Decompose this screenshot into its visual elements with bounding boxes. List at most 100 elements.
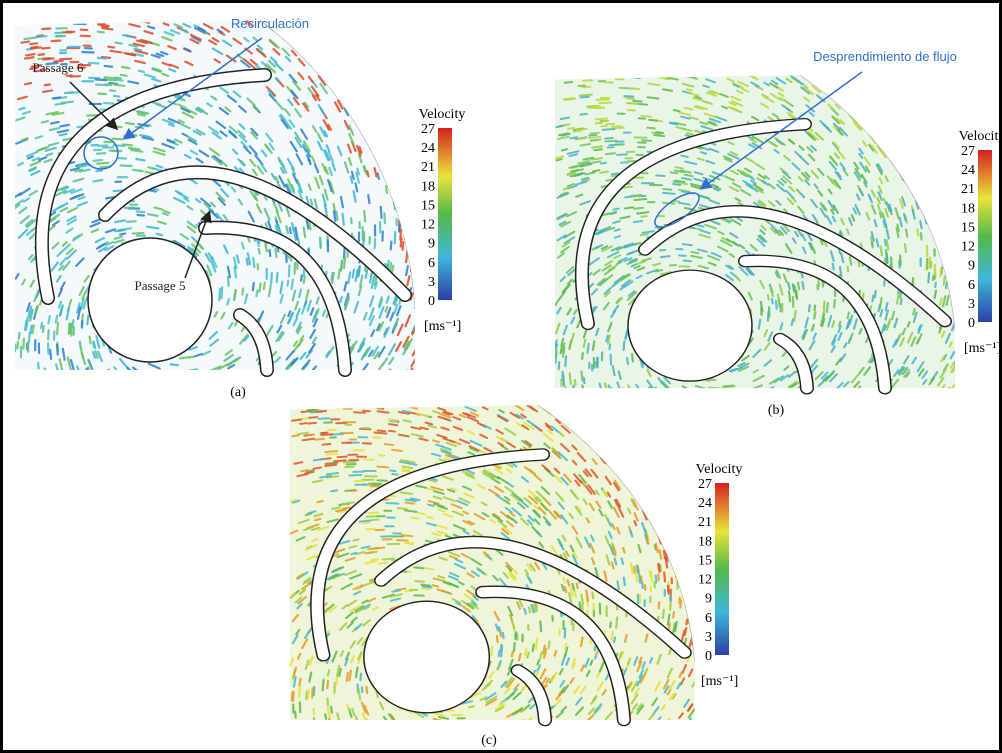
velocity-vector: [300, 423, 306, 424]
velocity-vector: [929, 106, 931, 110]
velocity-vector: [652, 439, 656, 446]
velocity-vector: [271, 273, 272, 283]
velocity-vector: [916, 395, 920, 400]
velocity-vector: [370, 72, 375, 81]
velocity-vector: [656, 517, 659, 525]
velocity-vector: [333, 55, 340, 64]
velocity-vector: [685, 516, 688, 526]
velocity-vector: [300, 373, 308, 381]
velocity-vector: [814, 311, 815, 316]
velocity-vector: [904, 137, 909, 146]
velocity-vector: [953, 119, 956, 126]
velocity-vector: [395, 24, 401, 34]
velocity-vector: [310, 417, 318, 418]
velocity-vector: [633, 101, 641, 102]
velocity-vector: [864, 96, 870, 103]
velocity-vector: [905, 86, 909, 91]
velocity-vector: [886, 84, 892, 92]
velocity-vector: [74, 24, 86, 25]
velocity-vector: [392, 474, 397, 475]
velocity-vector: [656, 388, 660, 392]
velocity-vector: [663, 189, 671, 190]
velocity-vector: [331, 34, 337, 41]
velocity-vector: [65, 92, 73, 93]
velocity-vector: [309, 221, 310, 229]
velocity-vector: [921, 235, 922, 240]
velocity-vector: [676, 167, 683, 168]
velocity-vector: [581, 595, 582, 604]
velocity-vector: [395, 79, 399, 89]
velocity-vector: [925, 164, 928, 172]
velocity-vector: [391, 86, 395, 94]
velocity-vector: [891, 91, 895, 96]
velocity-vector: [401, 460, 407, 461]
velocity-vector: [659, 724, 664, 729]
velocity-vector: [584, 340, 586, 347]
velocity-vector: [868, 116, 872, 121]
velocity-vector: [421, 585, 430, 586]
velocity-vector: [565, 644, 566, 649]
velocity-vector: [369, 139, 371, 145]
velocity-vector: [110, 90, 115, 91]
velocity-vector: [364, 211, 365, 221]
velocity-vector: [291, 37, 299, 45]
velocity-vector: [651, 428, 654, 433]
velocity-vector: [304, 276, 305, 283]
velocity-vector: [629, 77, 640, 78]
velocity-vector: [671, 172, 678, 173]
annotation: Desprendimiento de flujo: [813, 49, 957, 64]
velocity-vector: [848, 313, 849, 319]
velocity-vector: [640, 448, 646, 457]
velocity-vector: [356, 667, 358, 677]
velocity-vector: [693, 548, 694, 557]
flow-panel: [290, 405, 707, 736]
velocity-vector: [321, 434, 332, 435]
velocity-vector: [872, 296, 873, 302]
velocity-vector: [121, 75, 127, 76]
velocity-vector: [414, 567, 423, 568]
velocity-vector: [552, 407, 557, 411]
velocity-vector: [937, 210, 938, 215]
velocity-vector: [933, 139, 936, 146]
velocity-vector: [851, 93, 858, 100]
velocity-vector: [673, 436, 677, 443]
velocity-vector: [318, 501, 323, 502]
velocity-vector: [696, 443, 700, 452]
velocity-vector: [358, 54, 364, 64]
velocity-vector: [319, 418, 329, 419]
velocity-vector: [145, 371, 152, 375]
velocity-vector: [935, 291, 936, 298]
velocity-vector: [571, 728, 579, 735]
velocity-vector: [952, 272, 953, 277]
velocity-vector: [955, 359, 958, 363]
velocity-vector: [939, 185, 941, 191]
velocity-vector: [952, 285, 953, 292]
velocity-vector: [334, 460, 345, 461]
velocity-vector: [365, 552, 372, 553]
velocity-vector: [351, 176, 353, 182]
velocity-vector: [555, 651, 556, 656]
velocity-vector: [348, 61, 353, 69]
velocity-vector: [114, 96, 120, 97]
velocity-vector: [353, 270, 354, 278]
colorbar-unit: [ms⁻¹]: [964, 341, 1001, 356]
velocity-vector: [409, 32, 413, 39]
velocity-vector: [338, 48, 344, 56]
velocity-vector: [809, 305, 810, 311]
colorbar-tick: 27: [961, 144, 975, 159]
velocity-vector: [634, 208, 643, 209]
velocity-vector: [565, 82, 572, 83]
velocity-vector: [664, 572, 665, 581]
velocity-vector: [411, 158, 413, 167]
velocity-vector: [589, 137, 600, 138]
velocity-vector: [389, 424, 397, 425]
velocity-vector: [956, 174, 958, 182]
velocity-vector: [908, 322, 910, 327]
velocity-vector: [922, 187, 924, 194]
velocity-vector: [439, 722, 449, 724]
velocity-vector: [39, 54, 44, 55]
colorbar-tick: 0: [428, 294, 435, 309]
velocity-vector: [930, 160, 934, 170]
velocity-vector: [708, 389, 716, 390]
velocity-vector: [556, 351, 557, 357]
